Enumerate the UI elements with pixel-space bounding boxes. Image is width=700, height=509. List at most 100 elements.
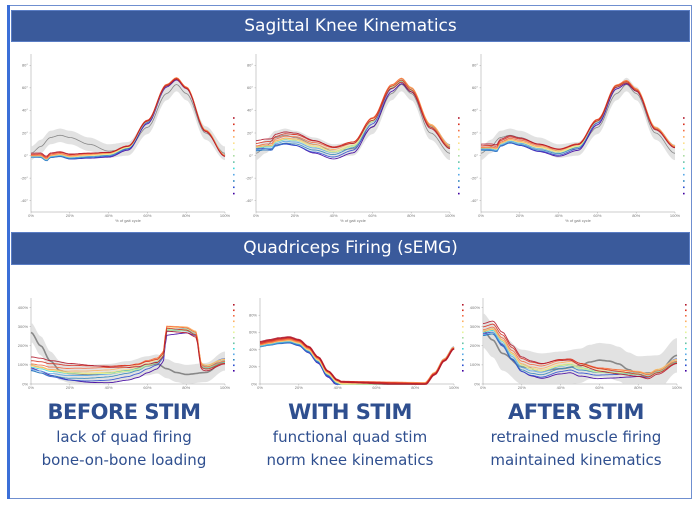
legend-marker-9: [458, 167, 460, 170]
legend-marker-12: [233, 364, 235, 367]
legend-marker-6: [685, 331, 687, 334]
legend-marker-11: [458, 180, 460, 182]
legend-marker-13: [233, 370, 235, 372]
caption-with: WITH STIM functional quad stim norm knee…: [234, 398, 466, 472]
legend-marker-2: [462, 309, 464, 312]
y-tick-label: 20%: [249, 364, 257, 369]
y-tick-label: 300%: [470, 324, 481, 329]
caption-after-line2: maintained kinematics: [490, 451, 662, 469]
y-tick-label: 80°: [472, 63, 478, 68]
normative-band: [31, 322, 225, 384]
legend-marker-12: [462, 364, 464, 367]
legend-marker-8: [462, 342, 464, 345]
chart-kinematics-before: 80° 60° 40° 20° 0° -20° -40° 0% 20% 40% 60% 80% 100%…: [21, 54, 235, 223]
legend-marker-13: [683, 192, 685, 195]
y-tick-label: 100%: [470, 362, 481, 367]
x-tick-label: 40%: [557, 385, 565, 390]
legend-marker-8: [233, 161, 235, 163]
x-tick-label: 20%: [295, 385, 303, 390]
y-tick-label: -20°: [21, 175, 29, 180]
caption-after: AFTER STIM retrained muscle firing maint…: [460, 398, 692, 472]
x-tick-label: 80%: [632, 213, 640, 218]
legend-marker-6: [683, 148, 685, 151]
series-line-3: [259, 341, 455, 385]
y-tick-label: 40°: [22, 108, 28, 113]
x-tick-label: 0%: [28, 385, 34, 390]
caption-before-title: BEFORE STIM: [47, 400, 201, 424]
legend-marker-12: [233, 186, 235, 189]
x-tick-label: 100%: [672, 385, 683, 390]
legend-marker-4: [233, 136, 235, 138]
series-line-5: [259, 339, 455, 385]
series-line-12: [482, 323, 678, 378]
legend-marker-11: [233, 180, 235, 182]
caption-before-line1: lack of quad firing: [56, 428, 192, 446]
legend-marker-13: [462, 370, 464, 372]
legend-marker-5: [233, 326, 235, 328]
legend-marker-7: [233, 337, 235, 339]
x-tick-label: 60%: [143, 213, 151, 218]
legend-marker-7: [458, 155, 460, 157]
legend-marker-5: [685, 326, 687, 328]
y-tick-label: 0%: [474, 381, 480, 386]
y-tick-label: -40°: [471, 198, 479, 203]
legend-marker-7: [233, 155, 235, 157]
y-tick-label: 200%: [18, 343, 29, 348]
series-line-12: [259, 337, 455, 385]
y-tick-label: 20°: [472, 130, 478, 135]
legend-marker-5: [683, 142, 685, 144]
x-tick-label: 100%: [445, 213, 456, 218]
x-tick-label: 20%: [518, 385, 526, 390]
legend-marker-9: [685, 348, 687, 350]
series-line-13: [31, 330, 226, 372]
x-tick-label: 40%: [105, 213, 113, 218]
legend-marker-4: [683, 136, 685, 138]
legend-marker-1: [685, 304, 687, 306]
x-tick-label: 0%: [253, 213, 259, 218]
legend-marker-9: [462, 348, 464, 350]
legend-marker-10: [458, 173, 460, 176]
legend-marker-12: [458, 186, 460, 189]
legend-marker-13: [233, 192, 235, 195]
legend-marker-11: [462, 359, 464, 361]
x-tick-label: 100%: [670, 213, 681, 218]
legend-marker-3: [458, 129, 460, 132]
legend-marker-9: [233, 167, 235, 170]
legend-marker-7: [462, 337, 464, 339]
x-tick-label: 80%: [411, 385, 419, 390]
series-line-1: [30, 332, 226, 384]
legend-marker-10: [233, 353, 235, 356]
legend-marker-1: [462, 304, 464, 306]
series-line-13: [482, 320, 678, 380]
legend-marker-7: [683, 155, 685, 157]
x-tick-label: 60%: [595, 385, 603, 390]
y-tick-label: 60°: [22, 85, 28, 90]
legend-marker-3: [683, 129, 685, 132]
legend-marker-5: [458, 142, 460, 144]
series-line-8: [259, 339, 455, 385]
legend-marker-3: [462, 315, 464, 317]
legend-marker-3: [685, 315, 687, 317]
legend-marker-11: [685, 359, 687, 361]
x-tick-label: 40%: [334, 385, 342, 390]
y-tick-label: 0°: [249, 153, 253, 158]
x-tick-label: 20%: [291, 213, 299, 218]
x-axis-label: % of gait cycle: [115, 218, 142, 223]
legend-marker-9: [683, 167, 685, 170]
series-line-4: [259, 340, 455, 385]
x-tick-label: 100%: [220, 213, 231, 218]
legend-marker-11: [233, 359, 235, 361]
caption-with-line1: functional quad stim: [272, 428, 428, 446]
x-tick-label: 40%: [105, 385, 113, 390]
series-line-13: [480, 82, 676, 150]
y-tick-label: 300%: [18, 324, 29, 329]
x-axis-label: % of gait cycle: [565, 218, 592, 223]
legend-marker-10: [233, 173, 235, 176]
legend-marker-6: [458, 148, 460, 151]
normative-mean-line: [255, 84, 451, 154]
x-axis-label: % of gait cycle: [340, 218, 367, 223]
legend-marker-8: [458, 161, 460, 163]
legend-marker-2: [233, 309, 235, 312]
x-tick-label: 20%: [66, 385, 74, 390]
legend-marker-3: [233, 129, 235, 132]
